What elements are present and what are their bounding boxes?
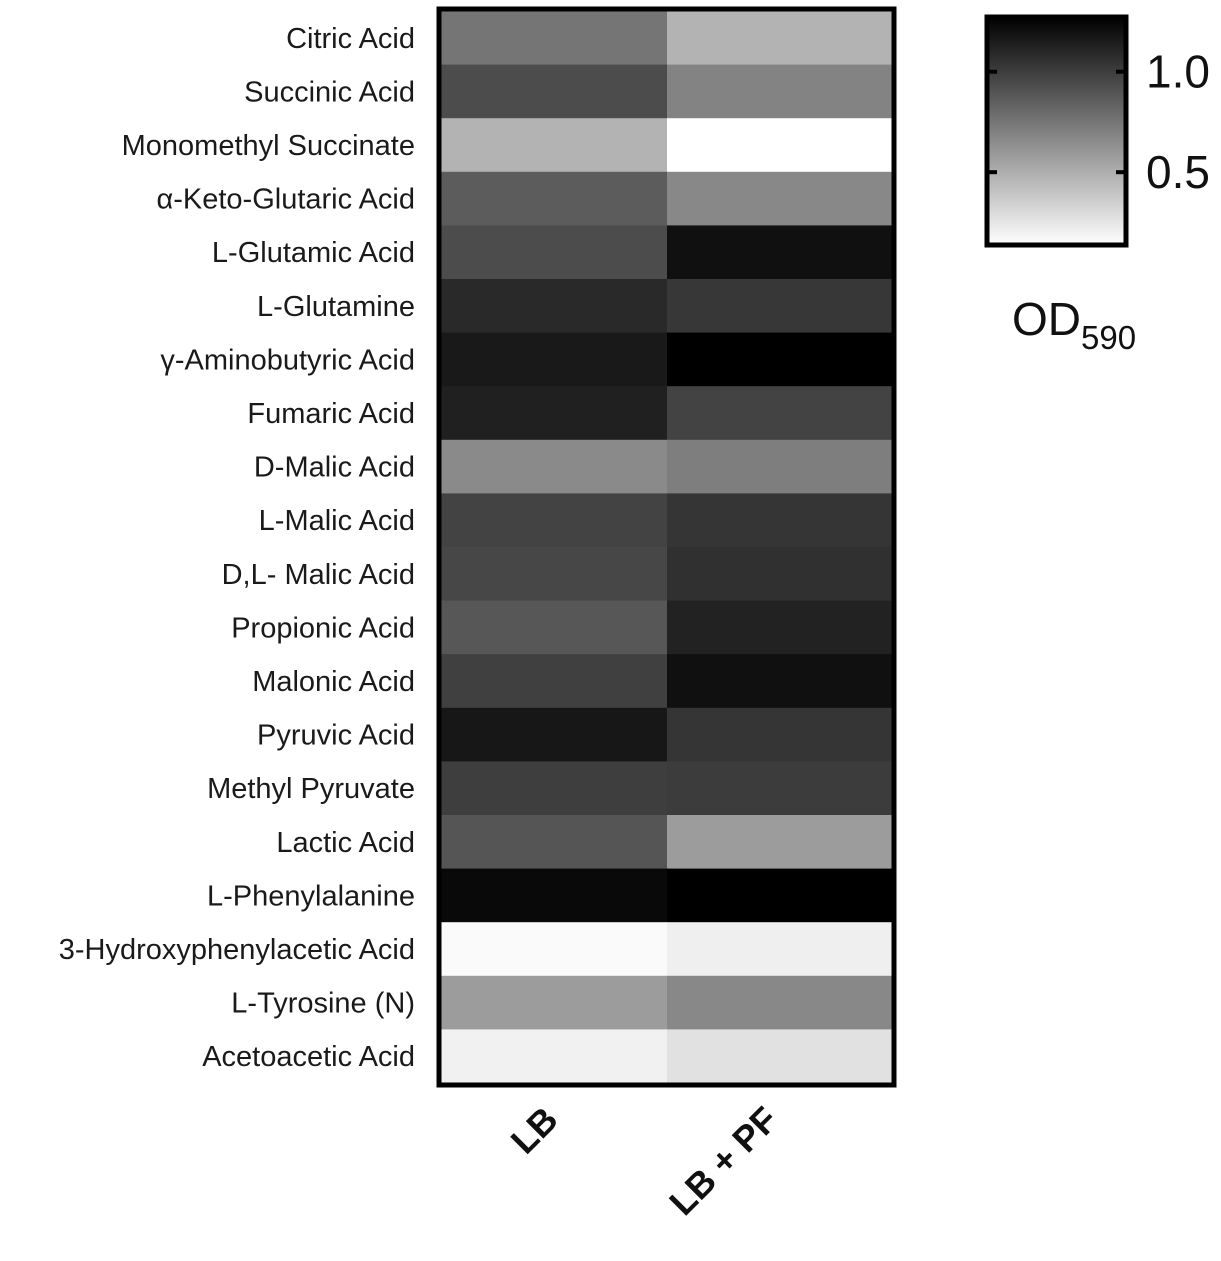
heatmap-cell-propionic-acid-lb-pf xyxy=(667,600,894,655)
row-label-aminobutyric-acid: γ-Aminobutyric Acid xyxy=(160,344,415,376)
heatmap-cell-pyruvic-acid-lb-pf xyxy=(667,707,894,762)
heatmap-cell-l-phenylalanine-lb xyxy=(441,868,668,923)
column-label-lb: LB xyxy=(503,1099,566,1162)
heatmap-cell-l-glutamic-acid-lb-pf xyxy=(667,225,894,280)
heatmap-cell-fumaric-acid-lb-pf xyxy=(667,386,894,441)
row-label-l-glutamine: L-Glutamine xyxy=(257,291,415,323)
heatmap-cell-propionic-acid-lb xyxy=(441,600,668,655)
row-label-acetoacetic-acid: Acetoacetic Acid xyxy=(202,1041,415,1073)
colorbar: 1.0 0.5 OD590 xyxy=(984,14,1210,356)
heatmap-cell-malonic-acid-lb-pf xyxy=(667,654,894,709)
heatmap-cell-l-malic-acid-lb-pf xyxy=(667,493,894,548)
heatmap-cell-methyl-pyruvate-lb-pf xyxy=(667,761,894,816)
heatmap-cell-d-malic-acid-lb xyxy=(441,439,668,494)
heatmap-cell-citric-acid-lb xyxy=(441,11,668,66)
row-label-pyruvic-acid: Pyruvic Acid xyxy=(257,720,415,752)
heatmap-cell-l-malic-acid-lb xyxy=(441,493,668,548)
heatmap-cell-lactic-acid-lb-pf xyxy=(667,815,894,870)
row-label-d-malic-acid: D-Malic Acid xyxy=(254,452,415,484)
heatmap-cell-l-glutamine-lb-pf xyxy=(667,279,894,334)
row-label-methyl-pyruvate: Methyl Pyruvate xyxy=(207,773,415,805)
colorbar-tick-label: 0.5 xyxy=(1146,146,1210,198)
heatmap-cell-malonic-acid-lb xyxy=(441,654,668,709)
heatmap-cell-lactic-acid-lb xyxy=(441,815,668,870)
colorbar-ticks: 1.0 0.5 xyxy=(987,46,1210,198)
row-label-l-malic-acid: L-Malic Acid xyxy=(259,505,415,537)
heatmap-cell-l-glutamic-acid-lb xyxy=(441,225,668,280)
colorbar-title-main: OD xyxy=(1012,293,1081,345)
row-label-keto-glutaric-acid: α-Keto-Glutaric Acid xyxy=(156,184,415,216)
heatmap-cell-succinic-acid-lb-pf xyxy=(667,64,894,119)
heatmap-cell-fumaric-acid-lb xyxy=(441,386,668,441)
heatmap-cell-d-l-malic-acid-lb xyxy=(441,547,668,602)
row-label-fumaric-acid: Fumaric Acid xyxy=(247,398,415,430)
heatmap-cell-aminobutyric-acid-lb xyxy=(441,332,668,387)
column-labels: LB LB + PF xyxy=(503,1099,786,1223)
heatmap-cell-keto-glutaric-acid-lb xyxy=(441,171,668,226)
heatmap-cells xyxy=(441,11,894,1084)
heatmap-cell-3-hydroxyphenylacetic-acid-lb xyxy=(441,922,668,977)
heatmap-cell-methyl-pyruvate-lb xyxy=(441,761,668,816)
row-label-succinic-acid: Succinic Acid xyxy=(244,76,415,108)
heatmap-cell-d-malic-acid-lb-pf xyxy=(667,439,894,494)
row-label-l-tyrosine-n: L-Tyrosine (N) xyxy=(231,988,415,1020)
heatmap-cell-aminobutyric-acid-lb-pf xyxy=(667,332,894,387)
heatmap-cell-l-glutamine-lb xyxy=(441,279,668,334)
heatmap-cell-pyruvic-acid-lb xyxy=(441,707,668,762)
row-label-citric-acid: Citric Acid xyxy=(286,23,415,55)
heatmap-cell-acetoacetic-acid-lb xyxy=(441,1029,668,1084)
row-label-l-glutamic-acid: L-Glutamic Acid xyxy=(212,237,415,269)
row-labels: Citric Acid Succinic Acid Monomethyl Succi… xyxy=(59,23,415,1073)
heatmap-cell-citric-acid-lb-pf xyxy=(667,11,894,66)
heatmap-cell-3-hydroxyphenylacetic-acid-lb-pf xyxy=(667,922,894,977)
heatmap-cell-d-l-malic-acid-lb-pf xyxy=(667,547,894,602)
heatmap-cell-l-tyrosine-n-lb-pf xyxy=(667,975,894,1030)
row-label-3-hydroxyphenylacetic-acid: 3-Hydroxyphenylacetic Acid xyxy=(59,934,415,966)
heatmap-cell-acetoacetic-acid-lb-pf xyxy=(667,1029,894,1084)
row-label-lactic-acid: Lactic Acid xyxy=(276,827,415,859)
heatmap-cell-succinic-acid-lb xyxy=(441,64,668,119)
heatmap-frame xyxy=(436,6,897,1088)
heatmap-cell-l-tyrosine-n-lb xyxy=(441,975,668,1030)
heatmap-cell-keto-glutaric-acid-lb-pf xyxy=(667,171,894,226)
heatmap-cell-monomethyl-succinate-lb xyxy=(441,118,668,173)
row-label-monomethyl-succinate: Monomethyl Succinate xyxy=(122,130,415,162)
heatmap-cell-monomethyl-succinate-lb-pf xyxy=(667,118,894,173)
heatmap-cell-l-phenylalanine-lb-pf xyxy=(667,868,894,923)
row-label-malonic-acid: Malonic Acid xyxy=(252,666,415,698)
column-label-lb-pf: LB + PF xyxy=(661,1099,785,1223)
colorbar-title: OD590 xyxy=(1012,293,1136,356)
row-label-d-l-malic-acid: D,L- Malic Acid xyxy=(222,559,415,591)
colorbar-gradient xyxy=(984,14,1129,248)
row-label-propionic-acid: Propionic Acid xyxy=(231,612,415,644)
row-label-l-phenylalanine: L-Phenylalanine xyxy=(207,880,415,912)
colorbar-tick-label: 1.0 xyxy=(1146,46,1210,98)
colorbar-title-sub: 590 xyxy=(1081,319,1136,356)
